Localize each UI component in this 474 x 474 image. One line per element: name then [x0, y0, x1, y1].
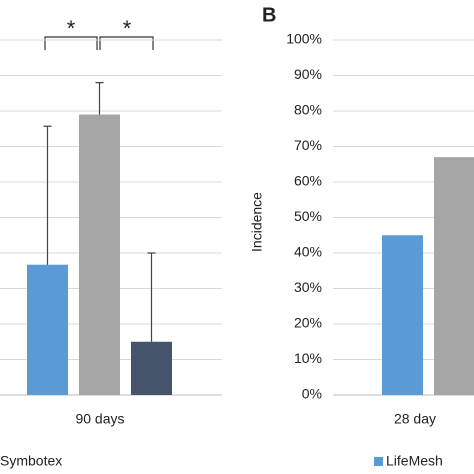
significance-brackets [44, 36, 154, 50]
bracket [44, 36, 98, 50]
bracket [99, 36, 154, 50]
y-tick-label: 90% [294, 66, 322, 82]
y-tick-label: 70% [294, 137, 322, 153]
annotation: * [123, 16, 132, 41]
y-tick-label: 0% [302, 386, 322, 402]
y-tick-label: 50% [294, 208, 322, 224]
error-bar [43, 125, 52, 265]
bar [79, 114, 120, 396]
bar [131, 341, 172, 395]
y-axis-label: Incidence [249, 192, 265, 252]
legend-label: Symbotex [0, 453, 62, 469]
y-tick-label: 80% [294, 102, 322, 118]
bar [434, 157, 474, 395]
error-bar [95, 82, 104, 115]
y-tick-label: 40% [294, 244, 322, 260]
panel-title: B [262, 4, 276, 26]
x-tick-label: 28 day [394, 411, 436, 427]
legend-swatch [374, 457, 383, 466]
bar [27, 264, 68, 395]
y-tick-label: 30% [294, 279, 322, 295]
y-tick-label: 60% [294, 173, 322, 189]
annotation: * [67, 16, 76, 41]
bar [382, 235, 423, 395]
y-tick-label: 100% [286, 31, 322, 47]
legend-label: LifeMesh [386, 453, 443, 469]
y-tick-label: 10% [294, 350, 322, 366]
error-bar [147, 252, 156, 342]
x-tick-label: 90 days [75, 411, 124, 427]
y-tick-label: 20% [294, 315, 322, 331]
